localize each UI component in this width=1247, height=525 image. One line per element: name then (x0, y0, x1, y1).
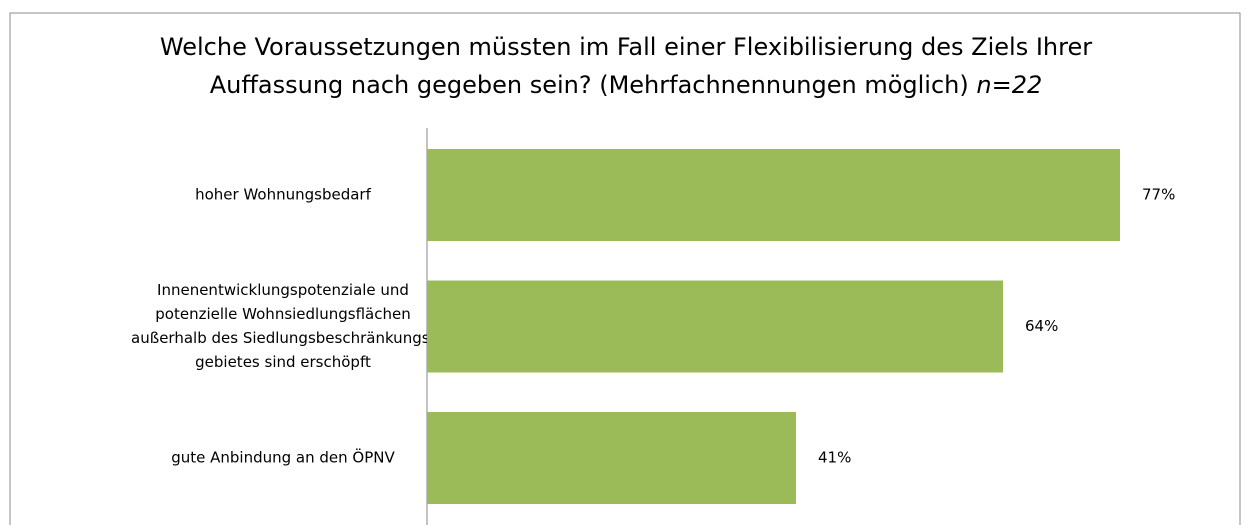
bar (427, 280, 1003, 373)
value-label: 64% (1025, 317, 1058, 335)
category-label: potenzielle Wohnsiedlungsflächen (155, 305, 410, 323)
category-label: Innenentwicklungspotenziale und (157, 281, 409, 299)
chart-border (9, 12, 1241, 525)
title-note: n=22 (976, 71, 1042, 99)
value-label: 41% (818, 449, 851, 467)
category-label: gute Anbindung an den ÖPNV (171, 448, 395, 467)
bar (427, 412, 796, 504)
bar (427, 149, 1120, 241)
chart-title: Auffassung nach gegeben sein? (Mehrfachn… (210, 71, 1043, 99)
chart-title: Welche Voraussetzungen müssten im Fall e… (160, 33, 1092, 61)
value-label: 77% (1142, 186, 1175, 204)
category-label: außerhalb des Siedlungsbeschränkungs- (131, 329, 435, 347)
chart-title: Auffassung nach gegeben sein? (Mehrfachn… (210, 71, 969, 99)
category-label: gebietes sind erschöpft (195, 353, 371, 371)
category-label: hoher Wohnungsbedarf (195, 186, 371, 204)
